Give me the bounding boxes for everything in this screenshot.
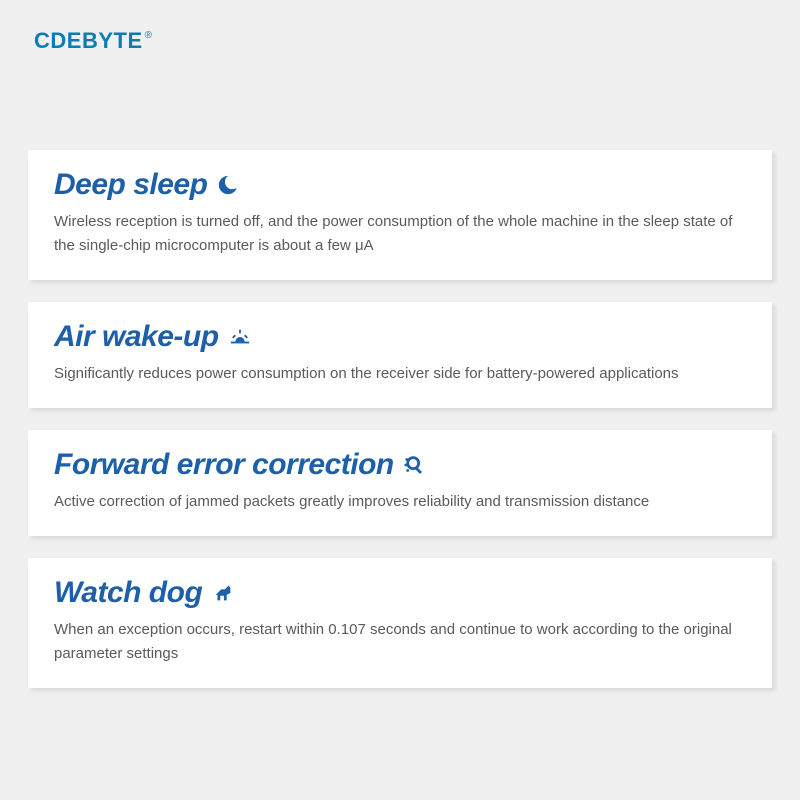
card-title: Watch dog (54, 576, 746, 610)
card-watchdog: Watch dog When an exception occurs, rest… (28, 558, 772, 688)
feature-cards: Deep sleep Wireless reception is turned … (28, 150, 772, 688)
sunrise-icon (229, 326, 251, 348)
card-title-text: Air wake-up (54, 320, 219, 354)
brand-name: CDEBYTE (34, 28, 143, 53)
dog-icon (212, 582, 234, 604)
magnifier-icon (404, 454, 426, 476)
card-title-text: Forward error correction (54, 448, 394, 482)
card-title: Deep sleep (54, 168, 746, 202)
moon-icon (217, 174, 239, 196)
card-title: Forward error correction (54, 448, 746, 482)
card-deep-sleep: Deep sleep Wireless reception is turned … (28, 150, 772, 280)
card-air-wakeup: Air wake-up Significantly reduces power … (28, 302, 772, 408)
card-title: Air wake-up (54, 320, 746, 354)
card-desc: Significantly reduces power consumption … (54, 362, 746, 386)
brand-mark: ® (145, 30, 153, 41)
card-desc: Active correction of jammed packets grea… (54, 490, 746, 514)
card-desc: Wireless reception is turned off, and th… (54, 210, 746, 258)
brand-logo: CDEBYTE® (34, 28, 151, 54)
card-desc: When an exception occurs, restart within… (54, 618, 746, 666)
card-title-text: Watch dog (54, 576, 202, 610)
card-fec: Forward error correction Active correcti… (28, 430, 772, 536)
card-title-text: Deep sleep (54, 168, 207, 202)
